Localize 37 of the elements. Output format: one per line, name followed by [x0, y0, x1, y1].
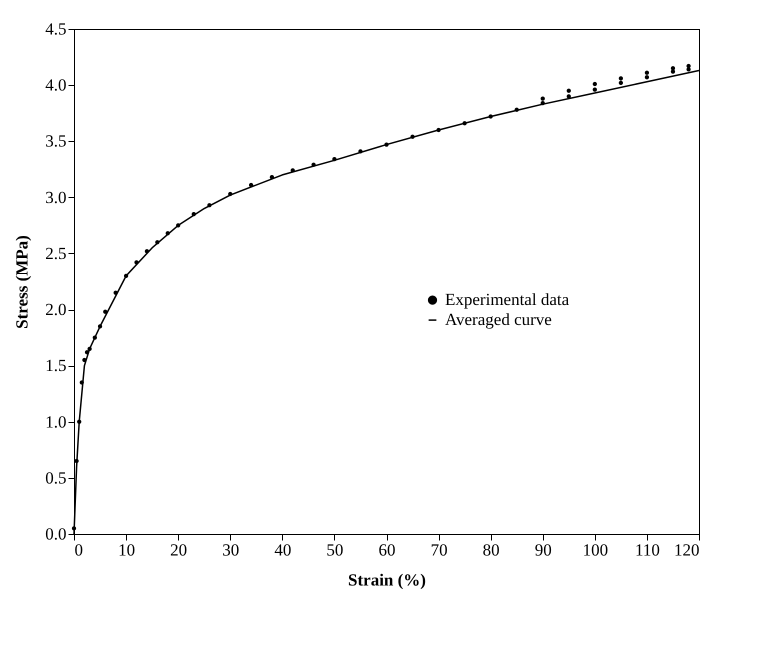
point — [566, 88, 571, 93]
x-axis-title: Strain (%) — [348, 570, 426, 590]
y-tick-label: 1.5 — [45, 356, 66, 376]
x-tick-label: 80 — [482, 540, 500, 560]
x-tick-label: 30 — [222, 540, 240, 560]
y-tick-label: 4.5 — [45, 20, 66, 38]
point — [618, 80, 623, 85]
point — [670, 66, 676, 70]
x-tick-label: 40 — [274, 540, 292, 560]
point — [592, 87, 597, 92]
x-tick-label: 120 — [674, 540, 700, 560]
y-tick-label: 2.0 — [45, 300, 66, 320]
y-tick-label: 4.0 — [45, 76, 66, 95]
x-tick-label: 110 — [634, 540, 660, 560]
x-tick-label: 60 — [378, 540, 396, 560]
point — [686, 64, 691, 68]
x-tick-label: 20 — [170, 540, 188, 560]
legend-label: Averaged curve — [445, 310, 552, 330]
point — [618, 76, 623, 80]
point — [592, 82, 597, 86]
x-tick-label: 50 — [326, 540, 344, 560]
x-tick-label: 90 — [534, 540, 552, 560]
y-tick-label: 0.5 — [45, 468, 66, 488]
y-tick-label: 0.0 — [45, 524, 66, 544]
x-tick-label: 100 — [582, 540, 608, 560]
x-tick-label: 0 — [74, 540, 83, 560]
legend-label: Experimental data — [445, 290, 570, 310]
y-tick-label: 3.5 — [45, 132, 66, 151]
x-tick-label: 10 — [118, 540, 136, 560]
x-tick-label: 70 — [430, 540, 448, 560]
y-tick-label: 3.0 — [45, 188, 66, 207]
point — [644, 70, 650, 75]
y-axis-title: Stress (MPa) — [12, 235, 32, 329]
y-tick-label: 1.0 — [45, 412, 66, 432]
point — [644, 75, 650, 80]
y-tick-label: 2.5 — [45, 244, 66, 263]
point — [540, 96, 545, 101]
